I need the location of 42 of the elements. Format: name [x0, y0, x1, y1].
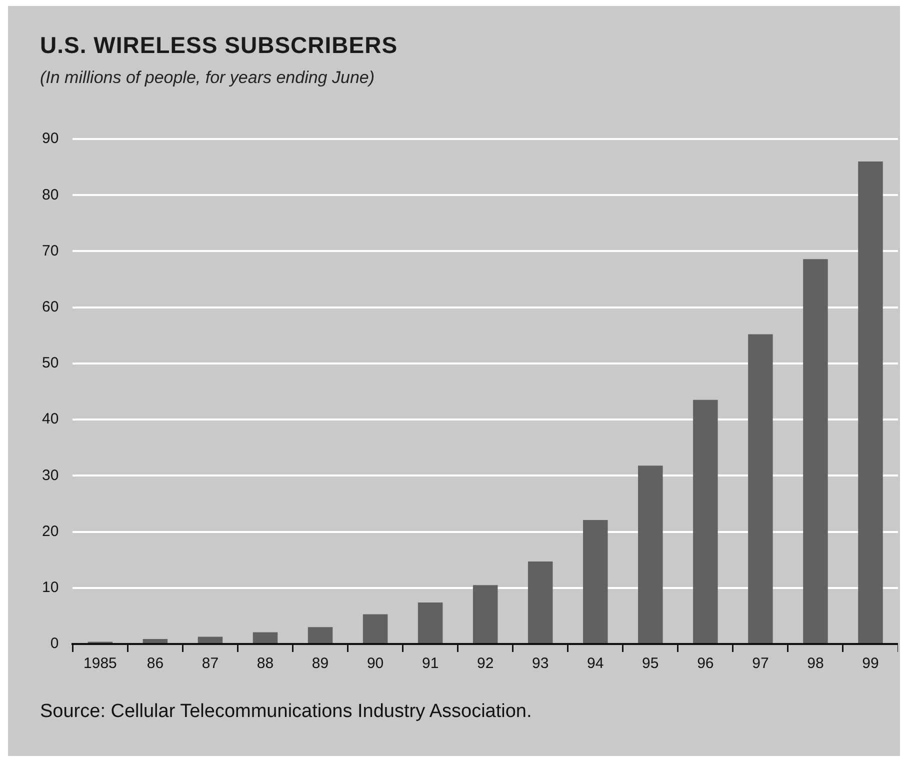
- bar: [308, 627, 333, 643]
- x-tick-label: 91: [422, 655, 439, 672]
- bar: [528, 562, 553, 643]
- bar: [362, 614, 388, 643]
- bar: [748, 334, 773, 643]
- x-tick-label: 99: [862, 655, 879, 672]
- bar: [142, 638, 168, 643]
- bar: [472, 585, 498, 643]
- source-note: Source: Cellular Telecommunications Industry Association.: [40, 701, 532, 723]
- x-tick-label: 98: [807, 655, 824, 672]
- y-tick-label: 40: [42, 410, 59, 428]
- x-tick-label: 90: [366, 655, 384, 672]
- bar: [252, 632, 278, 643]
- bar: [693, 400, 718, 643]
- x-tick-label: 1985: [84, 655, 117, 672]
- y-tick-label: 80: [42, 186, 59, 204]
- bar: [858, 161, 883, 643]
- x-tick-label: 89: [312, 655, 329, 672]
- x-tick-label: 93: [532, 655, 549, 672]
- y-tick-label: 0: [50, 635, 59, 652]
- bar: [583, 520, 608, 643]
- x-tick-label: 97: [752, 655, 769, 672]
- x-tick-label: 95: [642, 655, 659, 672]
- y-tick-label: 50: [42, 354, 59, 372]
- chart-subtitle: (In millions of people, for years ending June): [40, 68, 375, 88]
- x-tick-label: 86: [146, 655, 164, 672]
- y-tick-label: 90: [42, 130, 59, 148]
- y-tick-label: 10: [42, 579, 59, 596]
- x-tick-label: 94: [587, 655, 604, 672]
- bar: [198, 636, 223, 643]
- x-tick-label: 92: [477, 655, 494, 672]
- x-tick-label: 88: [256, 655, 274, 672]
- x-tick-label: 87: [202, 655, 219, 672]
- y-tick-label: 70: [42, 242, 59, 260]
- y-tick-label: 20: [42, 522, 59, 540]
- bar: [803, 259, 828, 643]
- bar: [638, 466, 663, 643]
- bar: [418, 602, 443, 643]
- y-tick-label: 60: [42, 298, 59, 316]
- chart-title: U.S. WIRELESS SUBSCRIBERS: [40, 32, 398, 59]
- y-tick-label: 30: [42, 466, 59, 484]
- x-tick-label: 96: [697, 655, 714, 672]
